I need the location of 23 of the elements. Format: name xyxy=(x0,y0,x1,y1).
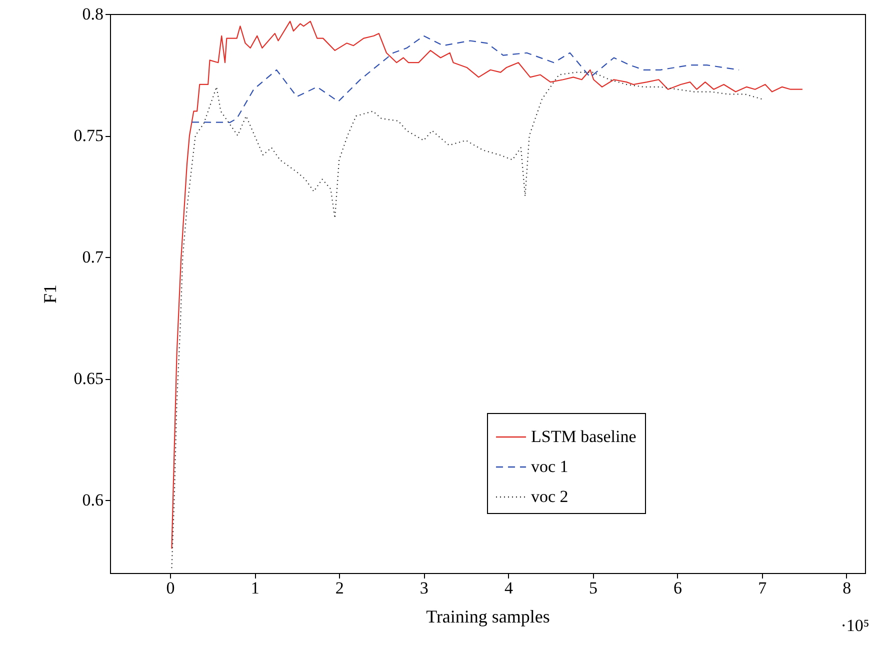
x-tick-label: 7 xyxy=(758,578,768,598)
x-tick-label: 2 xyxy=(335,578,344,598)
x-tick-label: 1 xyxy=(250,578,260,598)
x-tick-label: 8 xyxy=(842,578,852,598)
x-tick-label: 6 xyxy=(674,578,682,598)
legend-label: voc 1 xyxy=(531,457,568,476)
x-tick-label: 3 xyxy=(420,578,428,598)
legend-label: LSTM baseline xyxy=(531,427,636,446)
line-series xyxy=(171,72,762,569)
y-tick-label: 0.8 xyxy=(82,4,104,24)
x-axis-title: Training samples xyxy=(426,606,550,626)
x-tick-label: 5 xyxy=(589,578,598,598)
x-tick-label: 0 xyxy=(166,578,175,598)
y-tick-label: 0.65 xyxy=(74,369,104,388)
line-series xyxy=(191,35,740,123)
legend-label: voc 2 xyxy=(531,487,568,506)
y-tick-label: 0.75 xyxy=(74,126,104,146)
text: ·10⁵ xyxy=(840,616,870,635)
y-tick-label: 0.6 xyxy=(82,490,104,510)
y-axis-title: F1 xyxy=(40,284,60,304)
line-series xyxy=(171,20,803,550)
x-tick-label: 4 xyxy=(504,578,514,598)
y-tick-label: 0.7 xyxy=(82,248,104,267)
